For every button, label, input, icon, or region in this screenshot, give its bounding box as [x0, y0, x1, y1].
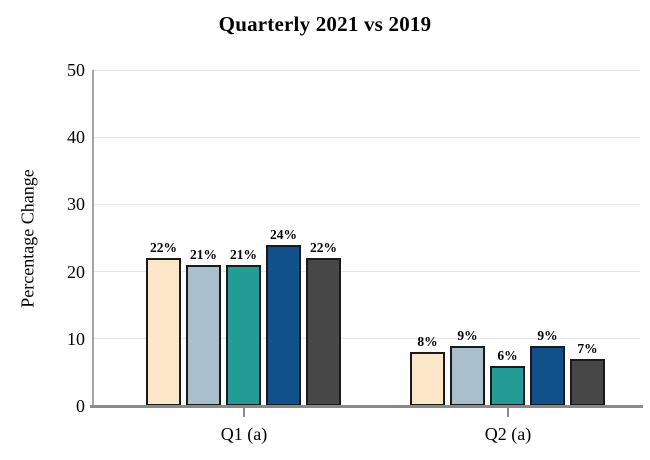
chart-title: Quarterly 2021 vs 2019: [218, 12, 432, 36]
gridline: [93, 271, 640, 273]
y-tick-label: 10: [67, 328, 85, 349]
bar: [490, 365, 525, 406]
bar: [226, 264, 261, 406]
bar: [186, 264, 221, 406]
x-category-label-q1: Q1 (a): [220, 424, 268, 444]
x-axis-line: [90, 405, 643, 408]
bar: [306, 258, 341, 406]
bar-value-label: 22%: [150, 240, 177, 256]
bar-value-label: 24%: [270, 226, 297, 242]
y-tick-label: 40: [67, 127, 85, 148]
gridline: [93, 69, 640, 71]
y-axis-line: [92, 70, 94, 406]
y-tick-label: 50: [67, 60, 85, 80]
bar-value-label: 6%: [497, 347, 518, 363]
x-tick: [242, 408, 245, 417]
bar: [530, 345, 565, 406]
bar: [146, 258, 181, 406]
x-category-label-q2: Q2 (a): [484, 424, 532, 444]
bar-value-label: 22%: [310, 240, 337, 256]
y-tick-label: 0: [76, 396, 85, 416]
x-tick: [506, 408, 509, 417]
gridline: [93, 338, 640, 340]
y-tick-label: 30: [67, 194, 85, 215]
y-axis-title: Percentage Change: [17, 169, 38, 308]
bar-value-label: 9%: [457, 327, 478, 343]
bar: [570, 358, 605, 406]
gridline: [93, 203, 640, 205]
bar-value-label: 21%: [230, 246, 257, 262]
bar-value-label: 8%: [417, 334, 438, 350]
bar: [266, 244, 301, 406]
bar-value-label: 21%: [190, 246, 217, 262]
bar: [410, 352, 445, 406]
bar-value-label: 7%: [577, 340, 598, 356]
bar-value-label: 9%: [537, 327, 558, 343]
gridline: [93, 136, 640, 138]
y-tick-label: 20: [67, 261, 85, 282]
bar: [450, 345, 485, 406]
